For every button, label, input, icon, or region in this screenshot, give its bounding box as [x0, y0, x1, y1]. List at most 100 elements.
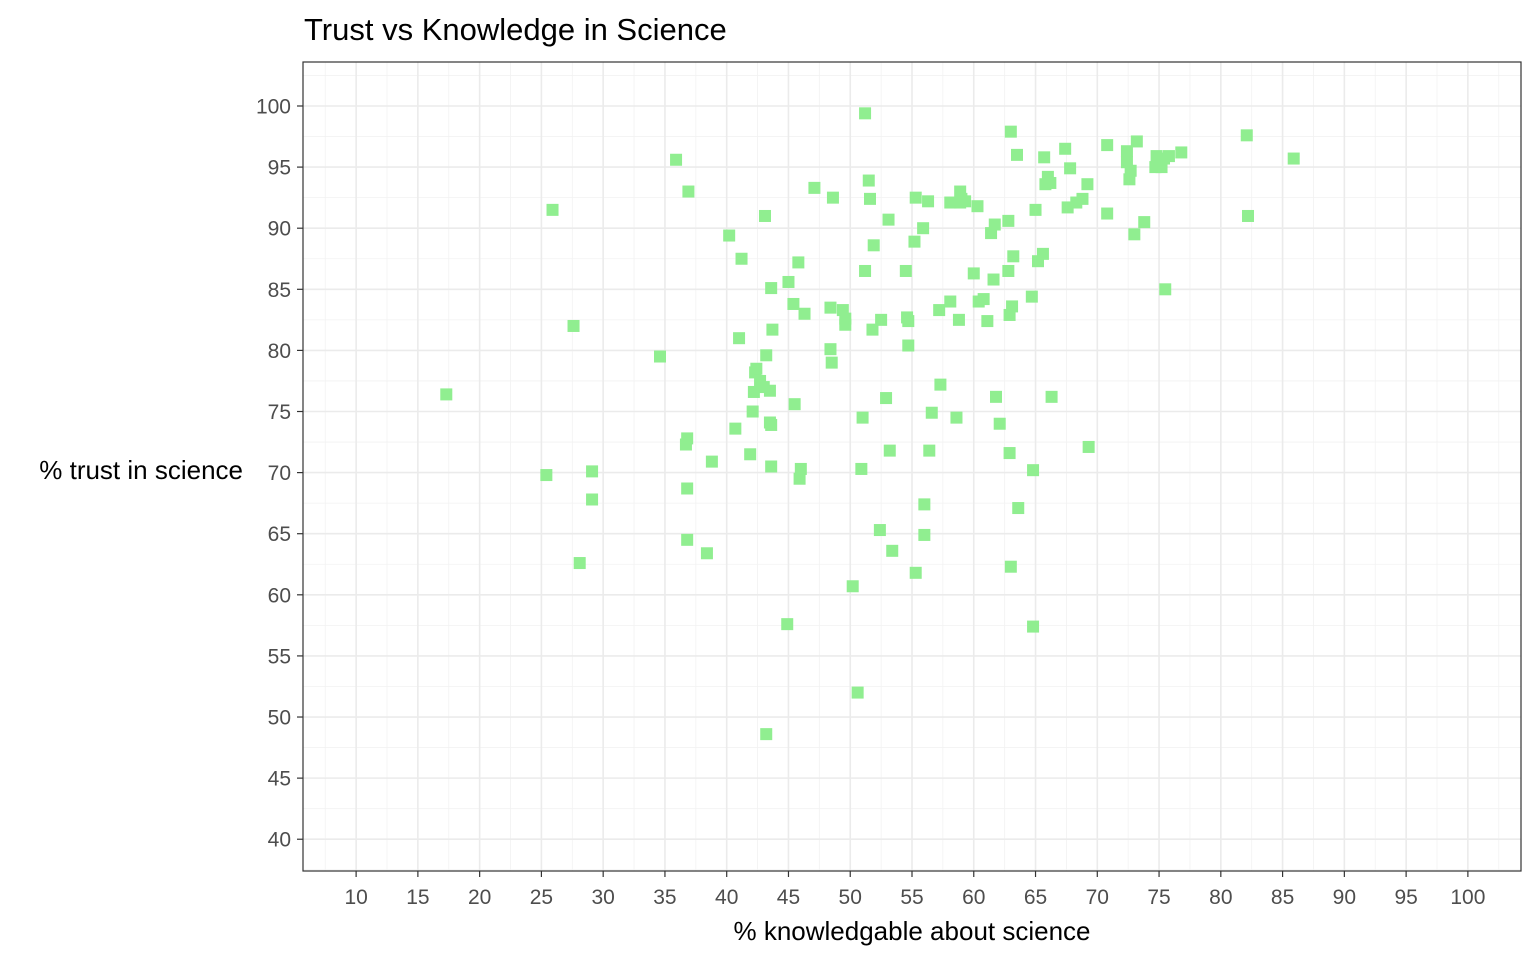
x-tick-label: 50	[839, 886, 862, 909]
data-point	[977, 293, 990, 306]
data-point	[1240, 129, 1253, 142]
data-point	[1064, 162, 1077, 175]
data-point	[886, 544, 899, 557]
data-point	[735, 252, 748, 265]
data-point	[1044, 176, 1057, 189]
data-point	[1159, 283, 1172, 296]
data-point	[733, 332, 746, 345]
data-point	[760, 349, 773, 362]
x-tick-label: 15	[406, 886, 429, 909]
data-point	[586, 465, 599, 478]
y-tick-label: 75	[268, 401, 291, 424]
data-point	[867, 239, 880, 252]
data-point	[1120, 145, 1133, 158]
data-point	[781, 618, 794, 631]
data-point	[882, 213, 895, 226]
data-point	[1130, 135, 1143, 148]
data-point	[1027, 620, 1040, 633]
data-point	[922, 195, 935, 208]
grid-layer	[303, 62, 1521, 871]
data-point	[1029, 203, 1042, 216]
data-point	[1002, 264, 1015, 277]
points-layer	[440, 107, 1300, 741]
data-point	[681, 533, 694, 546]
data-point	[987, 273, 1000, 286]
data-point	[1242, 209, 1254, 222]
data-point	[681, 482, 694, 495]
data-point	[859, 264, 872, 277]
data-point	[880, 392, 893, 405]
y-tick-label: 90	[268, 218, 291, 241]
data-point	[899, 264, 912, 277]
data-point	[883, 444, 896, 457]
x-tick-label: 95	[1394, 886, 1417, 909]
data-point	[846, 580, 859, 593]
x-tick-label: 25	[530, 886, 553, 909]
data-point	[864, 192, 876, 205]
data-point	[765, 282, 778, 295]
data-point	[746, 405, 759, 418]
y-tick-label: 85	[268, 279, 291, 302]
data-point	[1124, 164, 1137, 177]
x-tick-label: 10	[344, 886, 367, 909]
data-point	[586, 493, 599, 506]
data-point	[723, 229, 736, 242]
data-point	[1081, 178, 1094, 191]
data-point	[1003, 447, 1016, 460]
data-point	[1002, 214, 1015, 227]
data-point	[765, 418, 778, 431]
data-point	[839, 318, 852, 331]
x-tick-label: 85	[1271, 886, 1294, 909]
data-point	[793, 472, 806, 485]
data-point	[1175, 146, 1188, 159]
data-point	[792, 256, 805, 269]
x-tick-label: 70	[1086, 886, 1109, 909]
data-point	[573, 557, 586, 570]
data-point	[851, 686, 864, 699]
data-point	[825, 356, 838, 369]
data-point	[700, 547, 713, 560]
data-point	[988, 218, 1001, 231]
data-point	[1162, 150, 1175, 163]
data-point	[1025, 290, 1038, 303]
y-tick-label: 55	[268, 645, 291, 668]
data-point	[760, 728, 773, 741]
y-tick-label: 65	[268, 523, 291, 546]
data-point	[967, 267, 980, 280]
data-point	[1004, 560, 1017, 573]
y-tick-label: 100	[256, 95, 291, 118]
data-point	[944, 295, 957, 308]
data-point	[747, 385, 760, 398]
data-point	[918, 498, 931, 511]
data-point	[787, 297, 800, 310]
data-point	[873, 524, 886, 537]
data-point	[798, 307, 811, 320]
x-tick-label: 40	[715, 886, 738, 909]
data-point	[763, 384, 776, 397]
data-point	[866, 323, 879, 336]
data-point	[794, 462, 807, 475]
data-point	[925, 406, 938, 419]
data-point	[952, 313, 965, 326]
data-point	[1059, 142, 1072, 155]
x-tick-label: 100	[1450, 886, 1485, 909]
data-point	[1006, 300, 1019, 313]
data-point	[971, 200, 984, 213]
data-point	[902, 339, 915, 352]
x-tick-label: 35	[653, 886, 676, 909]
x-tick-label: 65	[1024, 886, 1047, 909]
data-point	[1076, 192, 1089, 205]
x-tick-label: 45	[777, 886, 800, 909]
data-point	[859, 107, 872, 120]
data-point	[1128, 228, 1141, 241]
data-point	[1004, 125, 1017, 138]
data-point	[950, 411, 963, 424]
data-point	[917, 222, 930, 235]
data-point	[1101, 207, 1114, 220]
data-point	[862, 174, 875, 187]
data-point	[1012, 502, 1025, 515]
data-point	[909, 566, 922, 579]
data-point	[944, 196, 957, 209]
